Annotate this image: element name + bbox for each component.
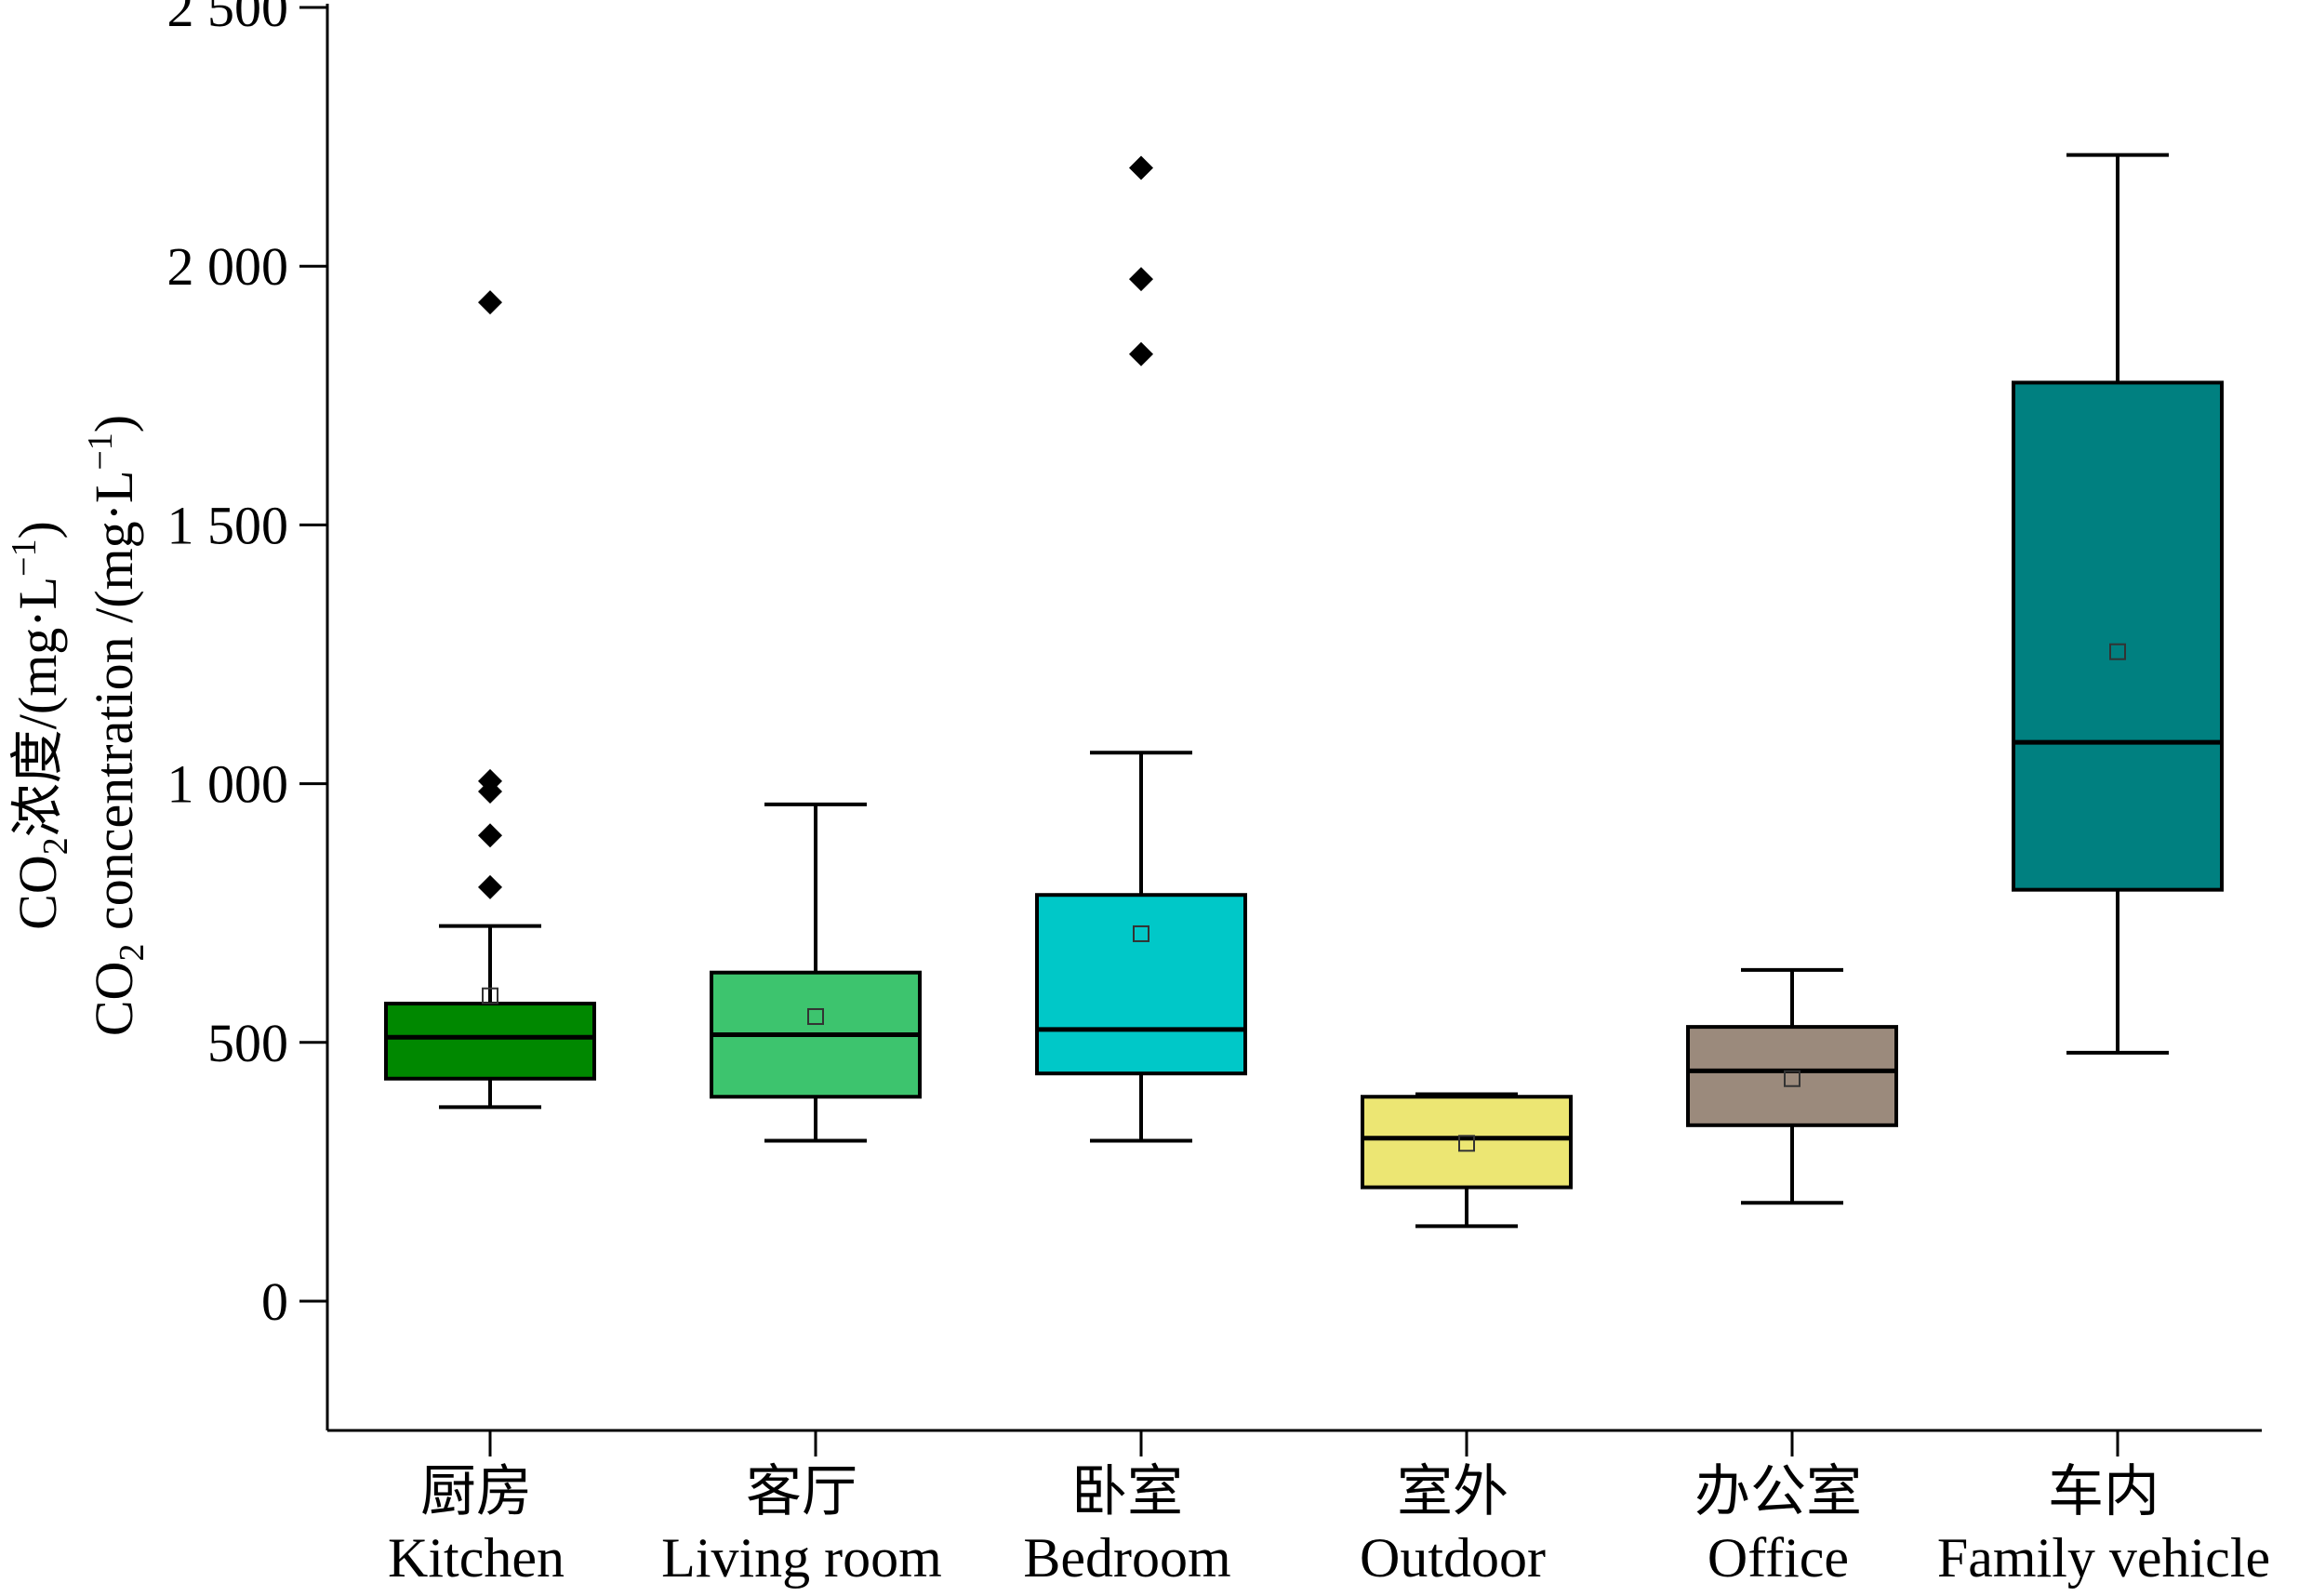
box-iqr — [384, 1002, 596, 1081]
x-category-label-zh: 车内 — [2048, 1461, 2159, 1523]
outlier-point — [478, 874, 502, 899]
y-tick-label: 1 000 — [167, 754, 289, 815]
y-tick-label: 2 500 — [167, 0, 289, 38]
x-category-label-en: Office — [1707, 1527, 1849, 1589]
box-iqr — [2012, 380, 2224, 892]
x-category-label-en: Kitchen — [388, 1527, 565, 1589]
y-tick-label: 500 — [207, 1013, 288, 1073]
y-axis-title-zh: CO2浓度/(mg·L−1) — [5, 521, 75, 930]
outlier-point — [478, 778, 502, 804]
mean-marker — [482, 987, 498, 1004]
outlier-point — [1129, 267, 1153, 292]
x-category-label-zh: 办公室 — [1694, 1461, 1862, 1523]
x-category-label-en: Family vehicle — [1937, 1527, 2270, 1589]
x-category-label-en: Living room — [661, 1527, 942, 1589]
x-category-label-zh: 厨房 — [420, 1461, 532, 1523]
x-category-label-en: Bedroom — [1023, 1527, 1230, 1589]
x-category-label-en: Outdoor — [1360, 1527, 1546, 1589]
box-iqr — [1035, 893, 1247, 1076]
x-category-label-zh: 卧室 — [1071, 1461, 1183, 1523]
y-tick-label: 0 — [261, 1271, 288, 1332]
y-axis-title-en: CO2 concentration /(mg·L−1) — [81, 415, 152, 1036]
y-tick-label: 2 000 — [167, 236, 289, 297]
mean-marker — [1784, 1070, 1800, 1087]
outlier-point — [1129, 155, 1153, 180]
mean-marker — [2109, 643, 2126, 660]
outlier-point — [1129, 341, 1153, 366]
x-category-label-zh: 客厅 — [746, 1461, 857, 1523]
outlier-point — [478, 290, 502, 315]
x-category-label-zh: 室外 — [1397, 1461, 1508, 1523]
outlier-point — [478, 823, 502, 848]
mean-marker — [807, 1007, 824, 1025]
box-iqr — [1686, 1025, 1898, 1127]
y-tick-label: 1 500 — [167, 495, 289, 555]
mean-marker — [1133, 924, 1149, 942]
box-iqr — [1361, 1095, 1573, 1190]
mean-marker — [1458, 1135, 1475, 1152]
